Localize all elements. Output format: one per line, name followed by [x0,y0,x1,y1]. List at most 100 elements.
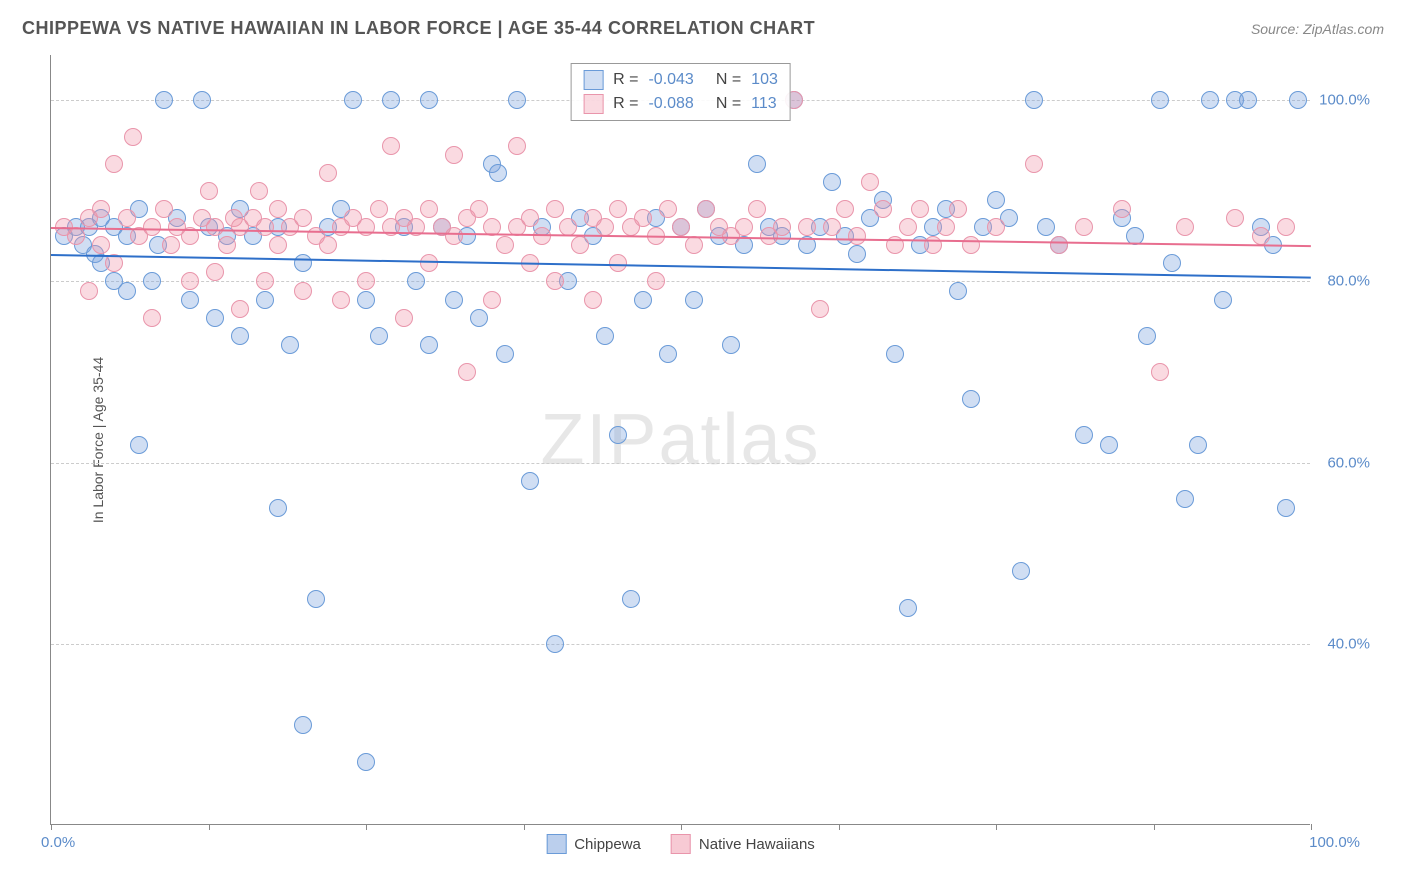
scatter-point [181,291,199,309]
scatter-point [1201,91,1219,109]
scatter-point [458,363,476,381]
scatter-point [521,472,539,490]
scatter-point [1189,436,1207,454]
scatter-point [1012,562,1030,580]
scatter-point [118,209,136,227]
scatter-point [483,291,501,309]
scatter-point [1151,91,1169,109]
stats-row: R = -0.088 N = 113 [583,92,778,116]
chart-header: CHIPPEWA VS NATIVE HAWAIIAN IN LABOR FOR… [0,0,1406,49]
scatter-point [370,327,388,345]
scatter-point [874,200,892,218]
scatter-point [748,200,766,218]
legend-item: Chippewa [546,834,641,854]
scatter-point [344,91,362,109]
scatter-point [735,218,753,236]
scatter-point [1226,209,1244,227]
scatter-point [1113,200,1131,218]
scatter-point [672,218,690,236]
scatter-point [420,200,438,218]
scatter-point [773,218,791,236]
scatter-point [1289,91,1307,109]
scatter-point [848,227,866,245]
scatter-point [256,218,274,236]
scatter-point [546,200,564,218]
stats-n-label: N = [716,95,741,113]
scatter-point [1050,236,1068,254]
chart-title: CHIPPEWA VS NATIVE HAWAIIAN IN LABOR FOR… [22,18,815,39]
scatter-point [143,272,161,290]
y-tick-label: 80.0% [1327,273,1370,290]
scatter-point [231,327,249,345]
scatter-point [861,173,879,191]
scatter-point [332,291,350,309]
scatter-point [1176,218,1194,236]
scatter-point [269,499,287,517]
scatter-point [848,245,866,263]
scatter-point [143,218,161,236]
scatter-point [836,200,854,218]
scatter-point [206,218,224,236]
scatter-point [596,218,614,236]
scatter-point [395,309,413,327]
scatter-point [470,309,488,327]
scatter-point [307,590,325,608]
scatter-point [420,254,438,272]
stats-n-label: N = [716,71,741,89]
x-tick [209,824,210,830]
x-label-max: 100.0% [1309,834,1360,851]
scatter-point [319,236,337,254]
scatter-point [357,272,375,290]
scatter-point [162,236,180,254]
scatter-point [1075,426,1093,444]
scatter-point [67,227,85,245]
legend-swatch [546,834,566,854]
scatter-point [420,336,438,354]
x-tick [681,824,682,830]
scatter-point [1277,218,1295,236]
scatter-point [92,236,110,254]
scatter-point [281,336,299,354]
scatter-point [124,128,142,146]
grid-line [51,644,1310,645]
scatter-point [1025,155,1043,173]
scatter-point [130,436,148,454]
scatter-point [508,137,526,155]
scatter-point [218,236,236,254]
scatter-point [445,146,463,164]
scatter-point [823,173,841,191]
scatter-point [206,263,224,281]
scatter-point [521,209,539,227]
scatter-point [407,272,425,290]
x-label-min: 0.0% [41,834,75,851]
scatter-point [634,209,652,227]
scatter-point [987,191,1005,209]
scatter-point [546,635,564,653]
stats-r-label: R = [613,95,638,113]
scatter-point [937,218,955,236]
legend-label: Native Hawaiians [699,836,815,853]
stats-n-value: 113 [751,95,777,113]
scatter-point [685,236,703,254]
scatter-point [382,91,400,109]
scatter-point [722,336,740,354]
scatter-point [811,300,829,318]
scatter-point [155,200,173,218]
scatter-point [256,291,274,309]
x-tick [1311,824,1312,830]
scatter-point [357,291,375,309]
plot-area: ZIPatlas 40.0%60.0%80.0%100.0%0.0%100.0%… [50,55,1310,825]
scatter-point [533,227,551,245]
stats-r-value: -0.088 [648,95,693,113]
chart-source: Source: ZipAtlas.com [1251,21,1384,37]
scatter-point [1277,499,1295,517]
legend-item: Native Hawaiians [671,834,815,854]
stats-n-value: 103 [751,71,778,89]
scatter-point [1138,327,1156,345]
watermark: ZIPatlas [540,399,820,481]
scatter-point [445,227,463,245]
scatter-point [634,291,652,309]
scatter-point [622,590,640,608]
trend-line [51,254,1311,279]
scatter-point [962,390,980,408]
